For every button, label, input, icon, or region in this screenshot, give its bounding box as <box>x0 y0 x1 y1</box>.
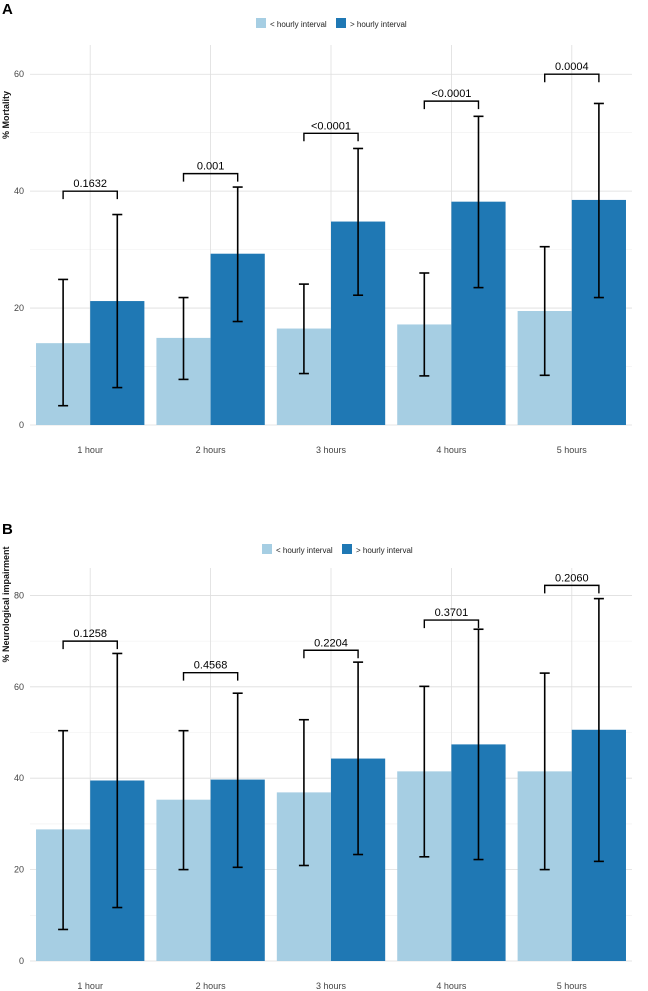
p-value-label: 0.3701 <box>435 607 469 619</box>
x-tick-label: 4 hours <box>436 981 467 991</box>
significance-bracket <box>303 132 359 142</box>
p-value-label: 0.2060 <box>555 572 589 584</box>
error-bar <box>353 661 364 856</box>
error-bar <box>232 692 243 869</box>
p-value-label: 0.1258 <box>73 628 107 640</box>
significance-bracket <box>544 73 600 83</box>
error-bar <box>593 102 604 299</box>
error-bar <box>298 283 309 375</box>
significance-annotation: 0.3701 <box>423 607 480 629</box>
significance-bracket <box>423 619 480 629</box>
p-value-label: 0.001 <box>197 161 225 173</box>
error-bar <box>178 296 189 381</box>
legend: < hourly interval > hourly interval <box>262 544 413 555</box>
error-bar <box>593 597 604 863</box>
p-value-label: 0.2204 <box>314 637 348 649</box>
y-tick-label: 20 <box>14 303 24 313</box>
y-tick-label: 0 <box>19 420 24 430</box>
y-tick-label: 40 <box>14 186 24 196</box>
legend-swatch-above <box>336 18 346 28</box>
error-bar <box>298 718 309 867</box>
y-tick-label: 60 <box>14 682 24 692</box>
significance-annotation: 0.001 <box>182 161 239 182</box>
error-bar <box>419 272 430 377</box>
significance-bracket <box>303 649 359 659</box>
significance-annotation: <0.0001 <box>303 120 359 142</box>
legend-label: > hourly interval <box>356 546 413 555</box>
significance-annotation: 0.2204 <box>303 637 359 659</box>
error-bar <box>539 672 550 871</box>
x-tick-label: 2 hours <box>196 981 227 991</box>
error-bar <box>353 147 364 297</box>
significance-bracket <box>182 671 239 681</box>
y-tick-label: 60 <box>14 69 24 79</box>
chart-panel-b: B < hourly interval > hourly interval 0 20 40… <box>1 521 632 991</box>
significance-bracket <box>182 172 239 182</box>
error-bar <box>112 213 123 389</box>
error-bar <box>232 186 243 323</box>
error-bar <box>539 245 550 377</box>
error-bar <box>58 729 69 931</box>
y-axis-label: % Mortality <box>1 91 11 139</box>
x-tick-label: 1 hour <box>77 981 103 991</box>
x-tick-label: 4 hours <box>436 445 467 455</box>
significance-annotation: 0.4568 <box>182 660 239 681</box>
significance-annotation: <0.0001 <box>423 88 480 110</box>
significance-bracket <box>62 640 118 650</box>
legend: < hourly interval > hourly interval <box>256 18 407 29</box>
significance-bracket <box>62 190 118 200</box>
x-tick-label: 2 hours <box>196 445 227 455</box>
x-tick-label: 3 hours <box>316 981 347 991</box>
p-value-label: 0.4568 <box>194 660 228 672</box>
x-tick-label: 5 hours <box>557 445 588 455</box>
y-tick-label: 0 <box>19 956 24 966</box>
p-value-label: <0.0001 <box>311 120 351 132</box>
p-value-label: <0.0001 <box>431 88 471 100</box>
y-tick-label: 40 <box>14 773 24 783</box>
panel-letter: A <box>2 1 13 18</box>
error-bar <box>112 652 123 909</box>
significance-annotation: 0.1632 <box>62 178 118 200</box>
x-tick-label: 3 hours <box>316 445 347 455</box>
panel-letter: B <box>2 521 13 538</box>
significance-annotation: 0.1258 <box>62 628 118 650</box>
significance-bracket <box>423 100 480 110</box>
legend-label: < hourly interval <box>270 20 327 29</box>
error-bar <box>58 278 69 407</box>
legend-swatch-below <box>262 544 272 554</box>
error-bar <box>419 685 430 858</box>
p-value-label: 0.1632 <box>73 178 107 190</box>
p-value-label: 0.0004 <box>555 61 589 73</box>
significance-annotation: 0.0004 <box>544 61 600 83</box>
y-tick-label: 80 <box>14 590 24 600</box>
error-bar <box>178 729 189 871</box>
legend-swatch-below <box>256 18 266 28</box>
y-axis-label: % Neurological impairment <box>1 546 11 662</box>
x-tick-label: 1 hour <box>77 445 103 455</box>
y-tick-label: 20 <box>14 865 24 875</box>
legend-label: < hourly interval <box>276 546 333 555</box>
error-bar <box>473 115 484 289</box>
x-tick-label: 5 hours <box>557 981 588 991</box>
significance-bracket <box>544 584 600 594</box>
chart-panel-a: A < hourly interval > hourly interval 0 20 40… <box>1 1 632 455</box>
legend-swatch-above <box>342 544 352 554</box>
significance-annotation: 0.2060 <box>544 572 600 594</box>
legend-label: > hourly interval <box>350 20 407 29</box>
error-bar <box>473 628 484 861</box>
